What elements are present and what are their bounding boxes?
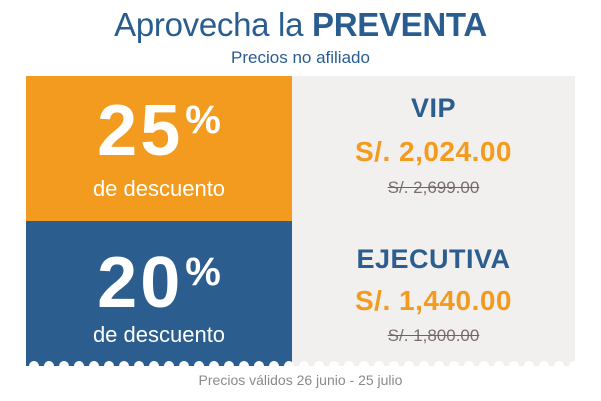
page-subtitle: Precios no afiliado bbox=[231, 48, 370, 67]
coupon-panel: 25% de descuento VIP S/. 2,024.00 S/. 2,… bbox=[26, 71, 579, 371]
scallop-dot bbox=[239, 361, 249, 371]
title-prefix: Aprovecha la bbox=[114, 6, 313, 43]
scallop-dot bbox=[404, 361, 414, 371]
discount-percent-vip: 25% bbox=[26, 90, 292, 172]
scallop-dot bbox=[509, 361, 519, 371]
scallop-dot bbox=[104, 361, 114, 371]
scallop-dot bbox=[359, 361, 369, 371]
scallop-dot bbox=[479, 361, 489, 371]
scallop-bottom-edge bbox=[26, 361, 579, 371]
scallop-dot bbox=[329, 361, 339, 371]
scallop-dot bbox=[149, 361, 159, 371]
scallop-dot bbox=[569, 361, 579, 371]
price-ejecutiva: S/. 1,440.00 bbox=[354, 285, 512, 316]
discount-label-vip: de descuento bbox=[92, 176, 226, 201]
percent-sign-vip: % bbox=[185, 98, 221, 142]
discount-number-vip: 25 bbox=[97, 91, 184, 171]
scallop-dot bbox=[59, 361, 69, 371]
tier-name-ejecutiva: EJECUTIVA bbox=[356, 244, 511, 274]
tier-name-vip: VIP bbox=[410, 93, 457, 123]
scallop-dot bbox=[494, 361, 504, 371]
scallop-dot bbox=[74, 361, 84, 371]
scallop-dot bbox=[134, 361, 144, 371]
scallop-dot bbox=[29, 361, 39, 371]
scallop-dot bbox=[119, 361, 129, 371]
price-vip: S/. 2,024.00 bbox=[354, 136, 512, 167]
scallop-dot bbox=[194, 361, 204, 371]
price-block-vip bbox=[292, 76, 575, 221]
offer-row-ejecutiva bbox=[26, 221, 575, 366]
scallop-dot bbox=[284, 361, 294, 371]
scallop-dot bbox=[539, 361, 549, 371]
discount-label-ejecutiva: de descuento bbox=[92, 322, 226, 347]
scallop-dot bbox=[299, 361, 309, 371]
scallop-dot bbox=[164, 361, 174, 371]
old-price-ejecutiva: S/. 1,800.00 bbox=[387, 326, 480, 345]
discount-block-ejecutiva bbox=[26, 221, 292, 366]
scallop-dot bbox=[524, 361, 534, 371]
scallop-dot bbox=[389, 361, 399, 371]
price-block-ejecutiva bbox=[292, 221, 575, 366]
scallop-dot bbox=[254, 361, 264, 371]
scallop-dot bbox=[344, 361, 354, 371]
old-price-vip: S/. 2,699.00 bbox=[387, 178, 480, 197]
scallop-dot bbox=[89, 361, 99, 371]
scallop-dot bbox=[374, 361, 384, 371]
scallop-dot bbox=[449, 361, 459, 371]
offer-row-vip: 25% de descuento VIP S/. 2,024.00 S/. 2,… bbox=[26, 76, 575, 221]
validity-note: Precios válidos 26 junio - 25 julio bbox=[198, 372, 403, 388]
offer-content-ejecutiva: 20% de descuento EJECUTIVA S/. 1,440.00 … bbox=[26, 76, 575, 366]
page-title: Aprovecha la PREVENTA bbox=[0, 6, 601, 44]
scallop-dot bbox=[209, 361, 219, 371]
scallop-dot bbox=[314, 361, 324, 371]
scallop-dot bbox=[44, 361, 54, 371]
scallop-dot bbox=[554, 361, 564, 371]
scallop-dot bbox=[464, 361, 474, 371]
discount-percent-ejecutiva: 20% bbox=[26, 242, 292, 324]
scallop-dot bbox=[269, 361, 279, 371]
scallop-dot bbox=[419, 361, 429, 371]
scallop-dot bbox=[179, 361, 189, 371]
percent-sign-ejecutiva: % bbox=[185, 250, 221, 294]
scallop-dot bbox=[224, 361, 234, 371]
discount-block-vip bbox=[26, 76, 292, 221]
scallop-dot bbox=[434, 361, 444, 371]
discount-number-ejecutiva: 20 bbox=[97, 243, 184, 323]
title-emphasis: PREVENTA bbox=[312, 6, 487, 43]
